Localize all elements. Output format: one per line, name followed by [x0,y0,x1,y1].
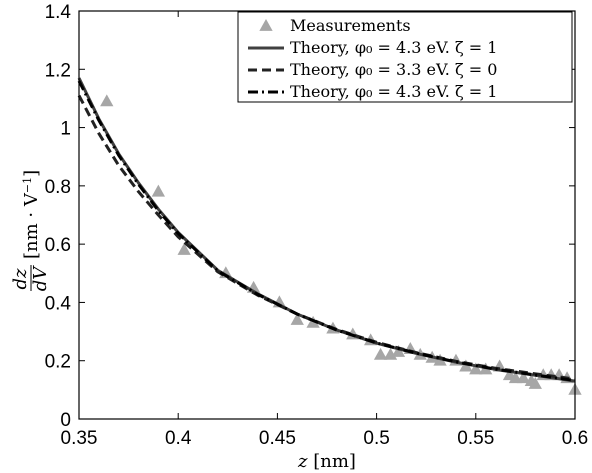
y-tick-label: 0.4 [45,293,72,314]
x-tick-label: 0.5 [363,428,389,449]
measurement-point [177,242,191,255]
svg-text:dV: dV [30,265,51,292]
x-tick-label: 0.6 [562,428,588,449]
x-tick-label: 0.35 [61,428,98,449]
legend-box [237,11,573,103]
measurement-point [528,377,542,389]
y-tick-label: 1.4 [45,2,72,23]
y-tick-label: 0.8 [45,177,71,198]
legend-marker-triangle [259,19,273,31]
legend-label: Theory, φ₀ = 4.3 eV. ζ = 1 [290,82,497,101]
measurement-point [373,347,388,360]
x-tick-label: 0.4 [165,428,192,449]
theory-line-dashdot [77,80,576,383]
measurement-point [100,94,114,107]
x-tick-label: 0.45 [259,428,296,449]
x-tick-label: 0.55 [457,428,494,449]
legend-label: Theory, φ₀ = 3.3 eV. ζ = 0 [290,60,497,79]
y-tick-label: 1 [60,119,71,140]
legend-label: Theory, φ₀ = 4.3 eV. ζ = 1 [290,38,497,57]
y-tick-label: 0.6 [45,235,71,256]
plot-area [77,77,582,395]
svg-text:dz: dz [10,268,31,290]
y-tick-label: 0.2 [45,352,71,373]
axes-frame [78,10,576,420]
axis-ticks: 0.35 0.4 0.45 0.5 0.55 0.6 0 0.2 0.4 0.6 0.8 1 1.2 1.… [45,2,589,449]
x-axis-label: z [nm] [297,451,356,472]
measurement-point [151,184,166,197]
measurement-point [516,371,531,384]
legend: Measurements Theory, φ₀ = 4.3 eV. ζ = 1 Th… [237,11,573,103]
measurement-point [469,362,483,375]
y-tick-label: 0 [60,410,71,431]
y-tick-label: 1.2 [45,60,71,81]
legend-label: Measurements [290,16,411,35]
measurement-point [391,344,406,357]
measurement-point [290,312,304,325]
